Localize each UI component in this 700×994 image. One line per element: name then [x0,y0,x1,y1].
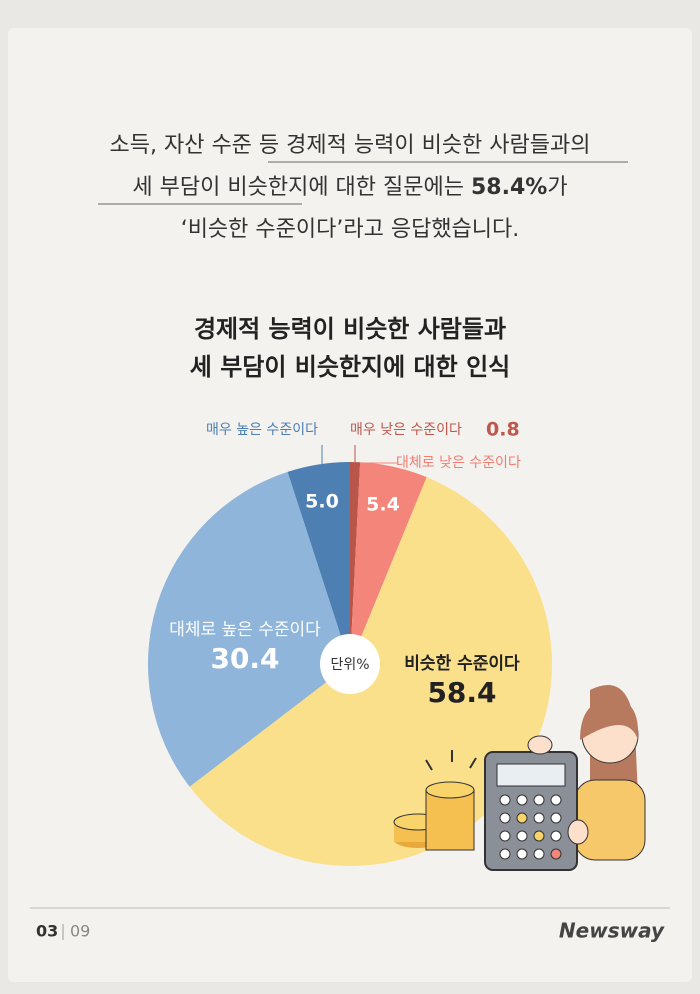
pie-slice [350,462,427,664]
page-total: 09 [70,922,90,941]
value-label: 58.4 [427,676,496,709]
unit-label: 단위% [330,657,369,673]
slice-label: 대체로 낮은 수준이다 [396,455,521,471]
pie-slice [287,462,350,664]
intro-highlight: 58.4% [471,175,547,200]
chart-title: 세 부담이 비슷한지에 대한 인식 [190,353,510,381]
intro-line: ‘비슷한 수준이다’라고 응답했습니다. [181,217,520,242]
value-label: 0.8 [486,419,520,441]
value-label: 5.4 [366,494,400,516]
intro-line: 세 부담이 비슷한지에 대한 질문에는 58.4%가 [132,175,567,200]
brand: Newsway [559,919,665,943]
slice-label: 대체로 높은 수준이다 [169,620,321,640]
leader-line [363,462,398,475]
slice-label: 매우 높은 수준이다 [206,422,318,438]
page-number: 03 [36,922,58,941]
intro-text: 세 부담이 비슷한지에 대한 질문에는 [132,175,471,200]
pie-slice [350,462,361,664]
value-label: 5.0 [305,491,339,513]
chart-title: 경제적 능력이 비슷한 사람들과 [194,315,506,343]
center-circle [320,634,380,694]
intro: 소득, 자산 수준 등 경제적 능력이 비슷한 사람들과의 세 부담이 비슷한지… [110,133,591,242]
illustration [393,685,646,871]
slice-label: 매우 낮은 수준이다 [350,422,462,438]
value-label: 30.4 [210,642,279,675]
intro-line: 소득, 자산 수준 등 경제적 능력이 비슷한 사람들과의 [110,133,591,158]
slice-label: 비슷한 수준이다 [404,654,520,674]
intro-text: 가 [547,175,567,200]
pie-slice [147,471,350,787]
